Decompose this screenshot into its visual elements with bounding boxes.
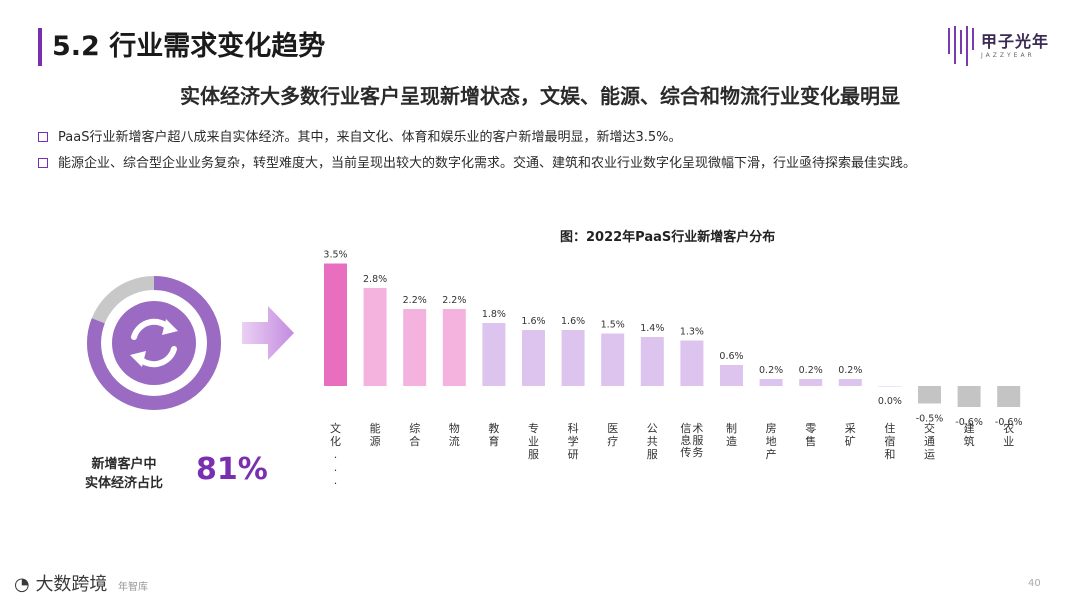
bar-10 xyxy=(720,365,743,386)
ring-center xyxy=(112,301,196,385)
bar-0 xyxy=(324,263,347,386)
bar-9 xyxy=(680,340,704,386)
logo-subtitle: JAZZYEAR xyxy=(981,52,1035,59)
bar-8 xyxy=(640,337,664,386)
bar-value-label-11: 0.2% xyxy=(759,365,783,376)
bullet-text-1: PaaS行业新增客户超八成来自实体经济。其中，来自文化、体育和娱乐业的客户新增最… xyxy=(58,130,682,145)
bar-value-label-5: 1.6% xyxy=(521,316,545,327)
bar-value-label-4: 1.8% xyxy=(482,309,506,320)
page-number: 40 xyxy=(1028,578,1041,589)
bar-value-label-3: 2.2% xyxy=(442,295,466,306)
real-economy-share-label: 新增客户中 实体经济占比 xyxy=(84,457,163,491)
bar-16 xyxy=(957,386,981,407)
category-label-15: 交通运 xyxy=(924,421,935,461)
section-title: 5.2 行业需求变化趋势 xyxy=(52,31,326,62)
bar-value-label-1: 2.8% xyxy=(363,274,387,285)
bullet-point-1: PaaS行业新增客户超八成来自实体经济。其中，来自文化、体育和娱乐业的客户新增最… xyxy=(38,128,1038,147)
bar-1 xyxy=(363,288,387,386)
bar-value-label-6: 1.6% xyxy=(561,316,585,327)
bar-value-label-8: 1.4% xyxy=(640,323,664,334)
category-label-8: 公共服 xyxy=(647,422,658,461)
category-label-3: 物流 xyxy=(449,421,460,448)
category-label-7: 医疗 xyxy=(607,422,618,448)
category-label-0: 文化... xyxy=(330,421,341,487)
bar-5 xyxy=(522,330,545,386)
bar-11 xyxy=(759,379,783,386)
category-label-16: 建筑 xyxy=(964,421,975,448)
footer-logo-icon: ◔ xyxy=(14,574,36,595)
bar-7 xyxy=(601,333,625,386)
bar-value-label-9: 1.3% xyxy=(680,327,704,338)
bar-value-label-12: 0.2% xyxy=(799,365,823,376)
category-label-9: 信息传术服务 xyxy=(680,422,703,459)
bar-12 xyxy=(799,379,823,386)
footer-source: 年智库 xyxy=(118,582,148,593)
category-label-14: 住宿和 xyxy=(884,421,895,461)
brand-logo: 甲子光年 JAZZYEAR xyxy=(945,24,1055,70)
bullet-square-icon xyxy=(38,132,48,142)
category-label-13: 采矿 xyxy=(845,422,856,448)
bullet-point-2: 能源企业、综合型企业业务复杂，转型难度大，当前呈现出较大的数字化需求。交通、建筑… xyxy=(38,154,1038,173)
bar-17 xyxy=(997,386,1021,407)
bar-value-label-13: 0.2% xyxy=(838,365,862,376)
bar-value-label-16: -0.6% xyxy=(955,417,983,428)
bar-value-label-10: 0.6% xyxy=(719,351,743,362)
category-label-1: 能源 xyxy=(370,421,381,448)
bar-6 xyxy=(561,330,585,386)
category-label-6: 科学研 xyxy=(568,421,579,461)
bullet-square-icon xyxy=(38,158,48,168)
slide-headline: 实体经济大多数行业客户呈现新增状态，文娱、能源、综合和物流行业变化最明显 xyxy=(180,84,900,108)
bar-value-label-2: 2.2% xyxy=(403,295,427,306)
arrow-right-icon xyxy=(242,306,294,360)
category-label-12: 零售 xyxy=(805,422,816,448)
bar-value-label-17: -0.6% xyxy=(995,417,1023,428)
category-label-2: 综合 xyxy=(409,421,420,448)
bullet-text-2: 能源企业、综合型企业业务复杂，转型难度大，当前呈现出较大的数字化需求。交通、建筑… xyxy=(58,156,917,171)
bar-13 xyxy=(838,379,862,386)
ring-progress-arc xyxy=(87,276,221,410)
chart-title: 图：2022年PaaS行业新增客户分布 xyxy=(560,230,776,245)
bar-value-label-7: 1.5% xyxy=(601,320,625,331)
category-label-5: 专业服 xyxy=(528,421,539,461)
share-ring-chart xyxy=(87,276,221,410)
bar-4 xyxy=(482,323,506,386)
bar-14 xyxy=(878,386,902,387)
logo-bars-icon xyxy=(948,26,974,66)
logo-name: 甲子光年 xyxy=(981,32,1050,51)
bar-value-label-15: -0.5% xyxy=(916,414,944,425)
real-economy-share-value: 81% xyxy=(196,452,268,487)
footer-brand: ◔ 大数跨境 xyxy=(14,574,108,595)
category-label-10: 制造 xyxy=(726,422,737,448)
category-label-4: 教育 xyxy=(488,422,499,448)
bar-15 xyxy=(918,386,941,404)
category-label-11: 房地产 xyxy=(766,422,777,461)
bar-value-label-0: 3.5% xyxy=(323,250,347,261)
bar-2 xyxy=(403,309,427,386)
section-accent-bar xyxy=(38,28,42,66)
bar-value-label-14: 0.0% xyxy=(878,396,902,407)
category-label-17: 农业 xyxy=(1003,421,1014,448)
bar-3 xyxy=(442,309,466,386)
